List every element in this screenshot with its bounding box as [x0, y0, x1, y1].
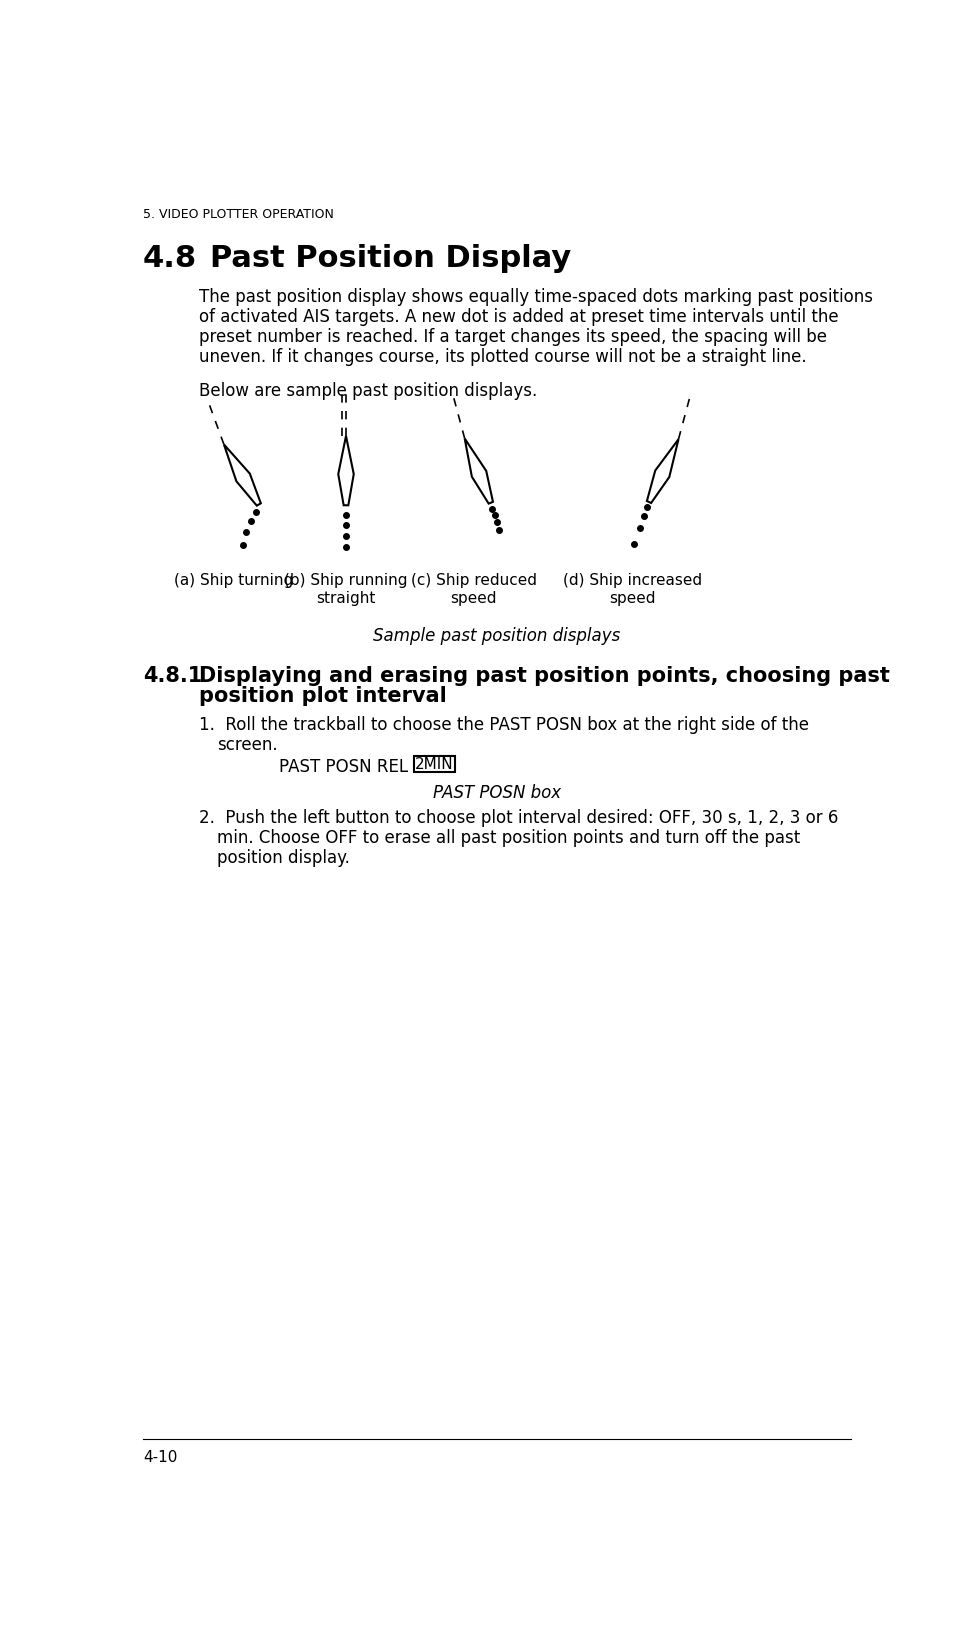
Text: (b) Ship running
straight: (b) Ship running straight	[284, 573, 407, 605]
Text: Displaying and erasing past position points, choosing past: Displaying and erasing past position poi…	[199, 666, 889, 685]
Text: PAST POSN box: PAST POSN box	[432, 783, 561, 801]
Text: screen.: screen.	[217, 736, 278, 754]
Text: 4.8: 4.8	[142, 243, 197, 273]
Text: 4.8.1: 4.8.1	[142, 666, 202, 685]
Text: 2.  Push the left button to choose plot interval desired: OFF, 30 s, 1, 2, 3 or : 2. Push the left button to choose plot i…	[199, 808, 837, 826]
Text: 2MIN: 2MIN	[415, 757, 453, 772]
Text: The past position display shows equally time-spaced dots marking past positions: The past position display shows equally …	[199, 289, 872, 307]
Text: 5. VIDEO PLOTTER OPERATION: 5. VIDEO PLOTTER OPERATION	[142, 209, 333, 222]
Text: uneven. If it changes course, its plotted course will not be a straight line.: uneven. If it changes course, its plotte…	[199, 348, 805, 366]
Text: Past Position Display: Past Position Display	[210, 243, 571, 273]
Text: Below are sample past position displays.: Below are sample past position displays.	[199, 382, 537, 400]
Text: preset number is reached. If a target changes its speed, the spacing will be: preset number is reached. If a target ch…	[199, 328, 826, 346]
Text: (c) Ship reduced
speed: (c) Ship reduced speed	[411, 573, 536, 605]
Text: 1.  Roll the trackball to choose the PAST POSN box at the right side of the: 1. Roll the trackball to choose the PAST…	[199, 716, 808, 734]
Text: of activated AIS targets. A new dot is added at preset time intervals until the: of activated AIS targets. A new dot is a…	[199, 308, 837, 326]
Text: position plot interval: position plot interval	[199, 685, 446, 705]
Text: min. Choose OFF to erase all past position points and turn off the past: min. Choose OFF to erase all past positi…	[217, 829, 799, 847]
Text: PAST POSN REL: PAST POSN REL	[278, 757, 408, 775]
Bar	[414, 756, 454, 774]
Text: 4-10: 4-10	[142, 1449, 177, 1464]
Text: Sample past position displays: Sample past position displays	[373, 627, 620, 645]
Text: (d) Ship increased
speed: (d) Ship increased speed	[563, 573, 702, 605]
Text: position display.: position display.	[217, 849, 350, 867]
Text: (a) Ship turning: (a) Ship turning	[173, 573, 293, 588]
